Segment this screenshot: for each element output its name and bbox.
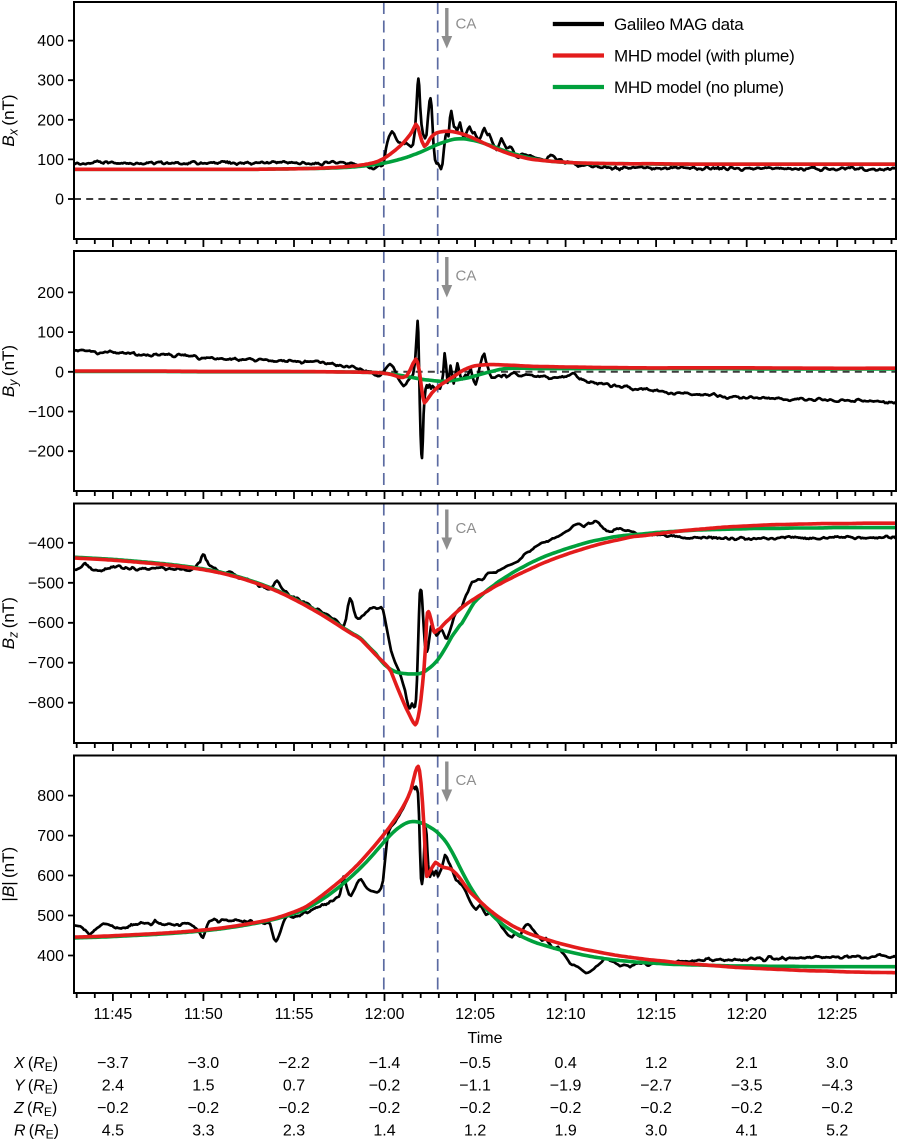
svg-text:0.7: 0.7 [283, 1078, 305, 1095]
svg-text:CA: CA [456, 520, 477, 537]
svg-text:11:55: 11:55 [275, 1006, 314, 1023]
svg-text:−700: −700 [28, 655, 64, 672]
svg-text:1.4: 1.4 [373, 1123, 395, 1140]
svg-text:3.3: 3.3 [192, 1123, 214, 1140]
svg-text:0: 0 [55, 192, 64, 209]
svg-text:−200: −200 [28, 444, 64, 461]
svg-text:500: 500 [37, 908, 64, 925]
svg-text:5.2: 5.2 [826, 1123, 848, 1140]
svg-text:−0.2: −0.2 [188, 1100, 220, 1117]
svg-text:Bz (nT): Bz (nT) [0, 597, 21, 649]
svg-text:−1.1: −1.1 [459, 1078, 491, 1095]
svg-text:600: 600 [37, 868, 64, 885]
svg-text:−0.2: −0.2 [369, 1100, 401, 1117]
svg-text:−2.2: −2.2 [278, 1055, 310, 1072]
svg-text:0: 0 [55, 364, 64, 381]
svg-text:−100: −100 [28, 404, 64, 421]
svg-text:−0.2: −0.2 [640, 1100, 672, 1117]
svg-text:1.5: 1.5 [192, 1078, 214, 1095]
svg-text:100: 100 [37, 325, 64, 342]
svg-text:−2.7: −2.7 [640, 1078, 672, 1095]
svg-text:2.4: 2.4 [102, 1078, 124, 1095]
svg-text:400: 400 [37, 33, 64, 50]
svg-text:−3.5: −3.5 [731, 1078, 763, 1095]
svg-text:11:50: 11:50 [184, 1006, 223, 1023]
svg-text:MHD model (no plume): MHD model (no plume) [614, 78, 784, 97]
svg-text:−0.2: −0.2 [369, 1078, 401, 1095]
svg-text:Galileo MAG data: Galileo MAG data [614, 15, 744, 34]
svg-text:1.9: 1.9 [554, 1123, 576, 1140]
svg-text:12:05: 12:05 [455, 1006, 495, 1023]
svg-text:4.1: 4.1 [736, 1123, 758, 1140]
svg-text:Y (RE): Y (RE) [14, 1078, 58, 1097]
svg-text:−4.3: −4.3 [821, 1078, 853, 1095]
svg-text:1.2: 1.2 [464, 1123, 486, 1140]
svg-text:CA: CA [456, 268, 477, 285]
svg-text:MHD model (with plume): MHD model (with plume) [614, 47, 794, 66]
svg-text:−0.2: −0.2 [731, 1100, 763, 1117]
svg-text:−3.0: −3.0 [188, 1055, 220, 1072]
svg-text:12:25: 12:25 [817, 1006, 857, 1023]
svg-text:400: 400 [37, 948, 64, 965]
svg-text:CA: CA [456, 16, 477, 33]
svg-text:−600: −600 [28, 615, 64, 632]
svg-text:4.5: 4.5 [102, 1123, 124, 1140]
svg-text:−1.9: −1.9 [550, 1078, 582, 1095]
svg-text:Bx (nT): Bx (nT) [0, 94, 21, 146]
svg-text:12:15: 12:15 [636, 1006, 676, 1023]
svg-text:12:10: 12:10 [546, 1006, 586, 1023]
svg-text:Time: Time [468, 1030, 503, 1047]
svg-text:|B| (nT): |B| (nT) [0, 847, 18, 902]
svg-text:−0.2: −0.2 [821, 1100, 853, 1117]
svg-text:200: 200 [37, 285, 64, 302]
svg-text:−500: −500 [28, 575, 64, 592]
svg-text:By (nT): By (nT) [0, 345, 21, 397]
svg-text:CA: CA [456, 772, 477, 789]
svg-text:−0.2: −0.2 [97, 1100, 129, 1117]
svg-text:11:45: 11:45 [93, 1006, 132, 1023]
svg-text:2.1: 2.1 [736, 1055, 758, 1072]
svg-text:3.0: 3.0 [826, 1055, 848, 1072]
svg-text:200: 200 [37, 112, 64, 129]
svg-text:100: 100 [37, 152, 64, 169]
svg-text:−400: −400 [28, 535, 64, 552]
svg-text:12:20: 12:20 [727, 1006, 767, 1023]
svg-text:1.2: 1.2 [645, 1055, 667, 1072]
svg-text:−3.7: −3.7 [97, 1055, 129, 1072]
svg-text:−0.2: −0.2 [459, 1100, 491, 1117]
svg-text:700: 700 [37, 828, 64, 845]
svg-text:0.4: 0.4 [554, 1055, 576, 1072]
svg-text:−0.2: −0.2 [278, 1100, 310, 1117]
svg-text:3.0: 3.0 [645, 1123, 667, 1140]
svg-text:800: 800 [37, 788, 64, 805]
svg-text:R (RE): R (RE) [14, 1123, 59, 1141]
svg-text:−0.5: −0.5 [459, 1055, 491, 1072]
svg-text:2.3: 2.3 [283, 1123, 305, 1140]
svg-text:12:00: 12:00 [364, 1006, 404, 1023]
svg-text:X (RE): X (RE) [13, 1055, 58, 1074]
svg-text:−1.4: −1.4 [369, 1055, 401, 1072]
svg-text:300: 300 [37, 73, 64, 90]
svg-text:−0.2: −0.2 [550, 1100, 582, 1117]
svg-text:−800: −800 [28, 695, 64, 712]
svg-text:Z (RE): Z (RE) [13, 1100, 57, 1119]
